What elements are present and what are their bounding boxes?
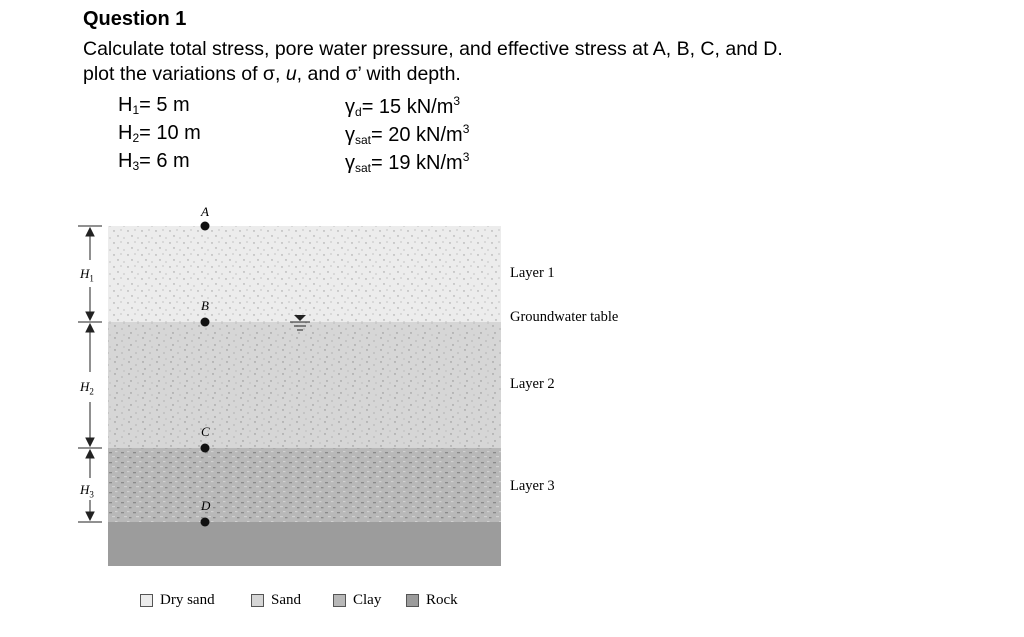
point-b-marker [200, 317, 210, 327]
point-d-label: D [201, 498, 211, 513]
point-c-label: C [201, 424, 210, 439]
layer1-dry-sand [108, 226, 501, 322]
legend-item-rock: Rock [406, 590, 458, 610]
param-h3: H3= 6 m [118, 150, 190, 173]
rock-swatch [406, 593, 419, 607]
dry-sand-swatch [140, 593, 153, 607]
question-title: Question 1 [83, 8, 187, 30]
layer3-label: Layer 3 [510, 478, 555, 494]
layer2-label: Layer 2 [510, 376, 555, 392]
legend-item-clay: Clay [333, 590, 381, 610]
sand-swatch [251, 593, 264, 607]
legend-item-dry-sand: Dry sand [140, 590, 215, 610]
rock-base [108, 522, 501, 566]
point-c-marker [200, 443, 210, 453]
point-a-marker [200, 221, 210, 231]
h3-label: H3 [80, 482, 94, 500]
layer3-clay [108, 448, 501, 522]
param-gamma-sat-layer3: γsat= 19 kN/m3 [345, 150, 470, 175]
line2-prefix: plot the variations of σ, [83, 63, 286, 85]
param-h1: H1= 5 m [118, 94, 190, 117]
point-a-label: A [201, 204, 209, 219]
param-h2: H2= 10 m [118, 122, 201, 145]
h1-label: H1 [80, 266, 94, 284]
question-instruction-line-1: Calculate total stress, pore water press… [83, 38, 783, 60]
line2-suffix: , and σ’ with depth. [296, 63, 461, 85]
layer1-label: Layer 1 [510, 265, 555, 281]
clay-swatch [333, 593, 346, 607]
layer2-sand [108, 322, 501, 448]
point-b-label: B [201, 298, 209, 313]
param-gamma-sat-layer2: γsat= 20 kN/m3 [345, 122, 470, 147]
point-d-marker [200, 517, 210, 527]
legend-item-sand: Sand [251, 590, 301, 610]
pore-pressure-symbol: u [285, 63, 297, 85]
groundwater-table-icon [290, 315, 310, 331]
groundwater-table-label: Groundwater table [510, 309, 619, 325]
param-gamma-d: γd= 15 kN/m3 [345, 94, 461, 119]
dimension-lines [78, 225, 102, 523]
h2-label: H2 [80, 379, 94, 397]
question-instruction-line-2: plot the variations of σ, u, and σ’ with… [83, 63, 461, 86]
